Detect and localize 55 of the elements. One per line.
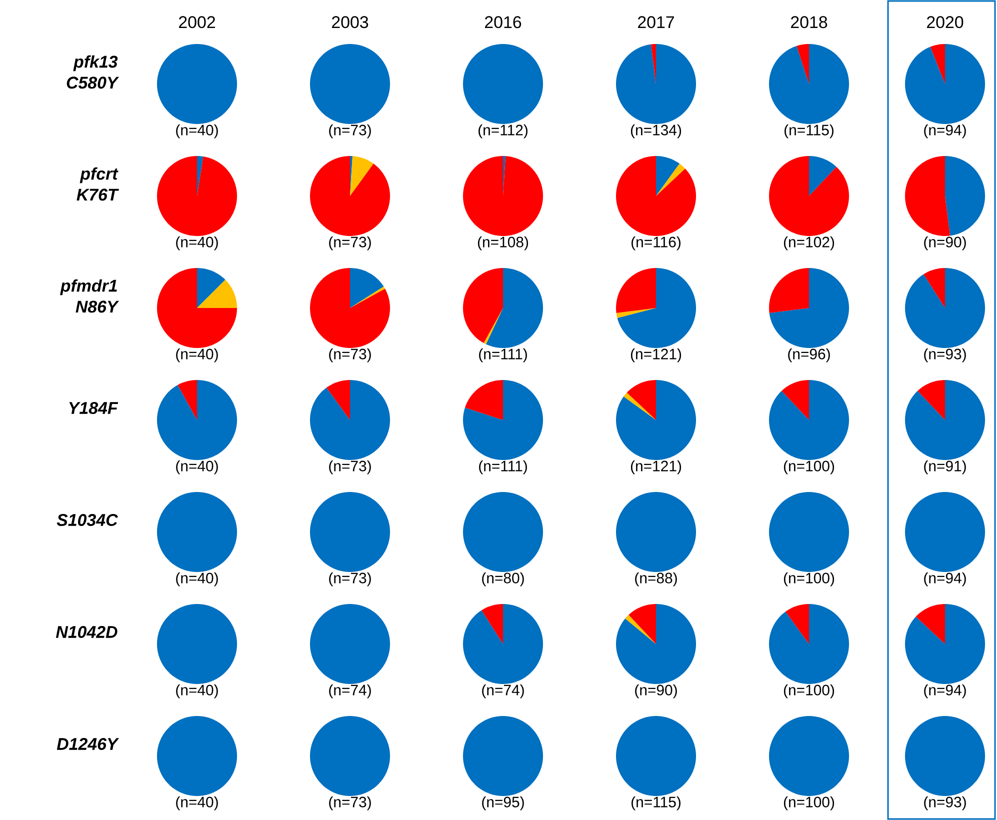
text: (n=112): [478, 124, 528, 138]
text: (n=102): [784, 236, 834, 250]
text: (n=73): [329, 572, 371, 586]
text: (n=100): [784, 684, 834, 698]
text: (n=134): [630, 124, 682, 138]
text: (n=40): [176, 572, 218, 586]
text: (n=100): [784, 460, 834, 474]
text: (n=93): [924, 348, 966, 362]
text: (n=116): [632, 236, 680, 250]
chart-title: 2016: [485, 16, 522, 28]
text: (n=94): [924, 124, 966, 138]
text: (n=111): [479, 348, 527, 362]
text: (n=115): [632, 796, 680, 810]
text: (n=80): [482, 572, 524, 586]
chart-title: 2018: [791, 16, 828, 28]
chart-title: 2017: [638, 16, 674, 28]
text: (n=94): [924, 572, 966, 586]
text: pfcrt K76T: [76, 167, 119, 201]
text: (n=73): [329, 796, 371, 810]
text: (n=100): [784, 796, 834, 810]
chart-title: 2020: [927, 16, 964, 28]
text: (n=88): [635, 572, 677, 586]
text: pfk13 C580Y: [66, 55, 120, 89]
text: pfmdr1 N86Y: [60, 279, 120, 313]
text: (n=121): [630, 348, 682, 362]
text: N1042D: [56, 626, 118, 638]
text: (n=90): [635, 684, 677, 698]
text: (n=73): [329, 124, 371, 138]
text: (n=40): [176, 124, 218, 138]
chart-title: 2003: [332, 16, 368, 28]
text: (n=93): [924, 796, 966, 810]
text: (n=73): [329, 460, 371, 474]
text: (n=40): [176, 236, 218, 250]
chart-title: 2002: [179, 16, 215, 28]
text: (n=96): [788, 348, 830, 362]
text: (n=95): [482, 796, 524, 810]
text: (n=40): [176, 348, 218, 362]
text: S1034C: [56, 514, 118, 526]
text: D1246Y: [56, 738, 120, 750]
text: (n=100): [784, 572, 834, 586]
text: Y184F: [69, 402, 118, 414]
text: (n=94): [924, 684, 966, 698]
text: (n=40): [176, 796, 218, 810]
text: (n=73): [329, 348, 371, 362]
text: (n=73): [329, 236, 371, 250]
text: (n=90): [924, 236, 966, 250]
text: (n=111): [479, 460, 527, 474]
text: (n=74): [482, 684, 524, 698]
text: (n=40): [176, 460, 218, 474]
text: (n=74): [329, 684, 371, 698]
text: (n=108): [478, 236, 528, 250]
text: (n=121): [630, 460, 682, 474]
text: (n=91): [924, 460, 966, 474]
text: (n=40): [176, 684, 218, 698]
text: (n=115): [784, 124, 834, 138]
